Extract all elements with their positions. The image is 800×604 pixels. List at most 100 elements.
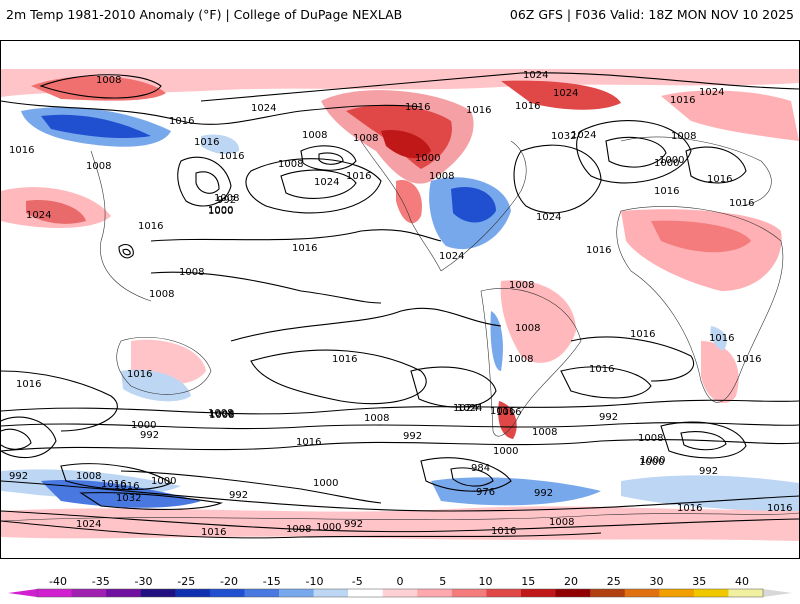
- isobar-label: 1008: [278, 159, 303, 170]
- isobar-1016-equatorial: [230, 307, 502, 342]
- colorbar-segment: [348, 589, 384, 597]
- colorbar-tick-label: 5: [439, 575, 447, 588]
- colorbar-tick-label: 20: [564, 575, 578, 588]
- isobar-1024-antarctic: [1, 520, 602, 539]
- isobar-label: 1016: [586, 245, 611, 256]
- isobar-low-south-indian-inner: [1, 428, 32, 450]
- isobar-1016-antarctic: [1, 510, 799, 533]
- warm-anomaly-siberia: [661, 90, 799, 141]
- isobar-label: 1000: [640, 455, 665, 466]
- isobar-984-antarctic-west: [60, 463, 173, 491]
- isobar-label: 1008: [209, 409, 234, 420]
- isobar-1024-south-atlantic: [560, 366, 652, 399]
- isobar-low-south-atlantic-inner: [680, 431, 727, 451]
- colorbar-svg: [8, 588, 792, 598]
- isobar-1032-antarctic: [79, 492, 224, 510]
- isobar-1000-antarctic-pacific: [120, 470, 382, 504]
- isobar-label: 1008: [286, 524, 311, 535]
- isobar-label: 1024: [76, 519, 101, 530]
- isobar-cyclone-philippines: [118, 244, 134, 259]
- isobar-label: 1008: [671, 131, 696, 142]
- colorbar-min-arrow: [8, 589, 37, 597]
- colorbar-segment: [71, 589, 107, 597]
- isobar-label: 1016: [729, 198, 754, 209]
- colorbar-segment: [693, 589, 729, 597]
- isobar-label: 1008: [532, 427, 557, 438]
- colorbar-segment: [37, 589, 73, 597]
- cool-anomaly-north-pacific-blob: [201, 134, 240, 154]
- isobar-low-south-atlantic: [660, 421, 747, 459]
- isobar-label: 1008: [209, 410, 234, 421]
- isobar-label: 1000: [415, 153, 440, 164]
- colorbar-segment: [313, 589, 349, 597]
- warm-anomaly-layer: [1, 69, 799, 541]
- isobar-label: 1016: [677, 503, 702, 514]
- isobar-label: 992: [229, 490, 248, 501]
- anomaly-map: 1008 1024 1024 1024 1016 1016 1016 1016 …: [0, 40, 800, 559]
- isobar-label: 1016: [670, 95, 695, 106]
- isobar-1016-indian-ocean: [1, 370, 118, 432]
- isobar-label: 1016: [767, 503, 792, 514]
- colorbar-tick-label: -20: [220, 575, 238, 588]
- warm-anomaly-southern-africa: [701, 341, 739, 404]
- colorbar-tick-label: -25: [177, 575, 196, 588]
- isobar-label: 992: [217, 195, 236, 206]
- isobar-label: 1016: [138, 221, 163, 232]
- colorbar-segment: [728, 589, 764, 597]
- isobar-label: 1024: [536, 212, 561, 223]
- warm-anomaly-west-us: [396, 180, 422, 224]
- isobar-label: 1000: [151, 476, 176, 487]
- isobar-label: 1008: [515, 323, 540, 334]
- warm-anomaly-patagonia: [498, 401, 517, 439]
- isobar-label: 1008: [76, 471, 101, 482]
- isobar-label: 1024: [699, 87, 724, 98]
- isobar-label: 1008: [96, 75, 121, 86]
- isobar-label: 1016: [490, 406, 515, 417]
- isobar-label: 1016: [630, 329, 655, 340]
- isobar-low-pacific-outer: [300, 145, 357, 171]
- colorbar-segment: [590, 589, 626, 597]
- colorbar-tick-label: -35: [91, 575, 110, 588]
- colorbar-tick-label: -5: [351, 575, 363, 588]
- isobar-label: 1016: [127, 369, 152, 380]
- isobar-label: 1024: [553, 88, 578, 99]
- isobar-label: 1000: [654, 158, 679, 169]
- isobar-label: 1016: [169, 116, 194, 127]
- colorbar: -40 -35 -30 -25 -20 -15 -10 -5 0 5 10 15 20 25 30 35 40: [0, 566, 800, 600]
- colorbar-tick-label: 30: [649, 575, 664, 588]
- warm-anomaly-arctic-east: [501, 80, 621, 110]
- colorbar-tick-label: -15: [262, 575, 281, 588]
- coast-south-america: [480, 288, 582, 437]
- warm-anomaly-arctic-band: [1, 69, 799, 97]
- isobar-label: 1016: [405, 102, 430, 113]
- isobar-label: 1024: [457, 403, 482, 414]
- colorbar-segment: [244, 589, 280, 597]
- isobar-label: 1016: [654, 186, 679, 197]
- isobar-label: 1016: [194, 137, 219, 148]
- isobar-label: 992: [599, 412, 618, 423]
- isobar-label: 1016: [491, 526, 516, 537]
- isobar-label: 1000: [208, 206, 233, 217]
- isobar-label: 1008: [353, 133, 378, 144]
- isobar-label: 1016: [296, 437, 321, 448]
- colorbar-segment: [382, 589, 418, 597]
- isobar-976-drake-inner: [450, 467, 494, 487]
- colorbar-segment: [106, 589, 142, 597]
- warm-anomaly-south-america: [500, 280, 576, 363]
- anomaly-map-svg: 1008 1024 1024 1024 1016 1016 1016 1016 …: [1, 69, 799, 541]
- isobar-label: 1024: [251, 103, 276, 114]
- coast-africa: [616, 206, 784, 403]
- isobar-label: 992: [403, 431, 422, 442]
- colorbar-outline: [36, 588, 764, 598]
- isobar-low-europe: [685, 146, 747, 184]
- colorbar-tick-label: -10: [305, 575, 324, 588]
- isobar-label: 1016: [332, 354, 357, 365]
- isobar-label: 992: [534, 488, 553, 499]
- colorbar-segment: [140, 589, 176, 597]
- isobar-label: 1024: [439, 251, 464, 262]
- isobar-label: 1024: [453, 403, 478, 414]
- isobar-label: 1016: [707, 174, 732, 185]
- isobar-label: 976: [476, 487, 495, 498]
- colorbar-tick-label: 35: [692, 575, 707, 588]
- isobar-high-south-pacific: [410, 366, 497, 408]
